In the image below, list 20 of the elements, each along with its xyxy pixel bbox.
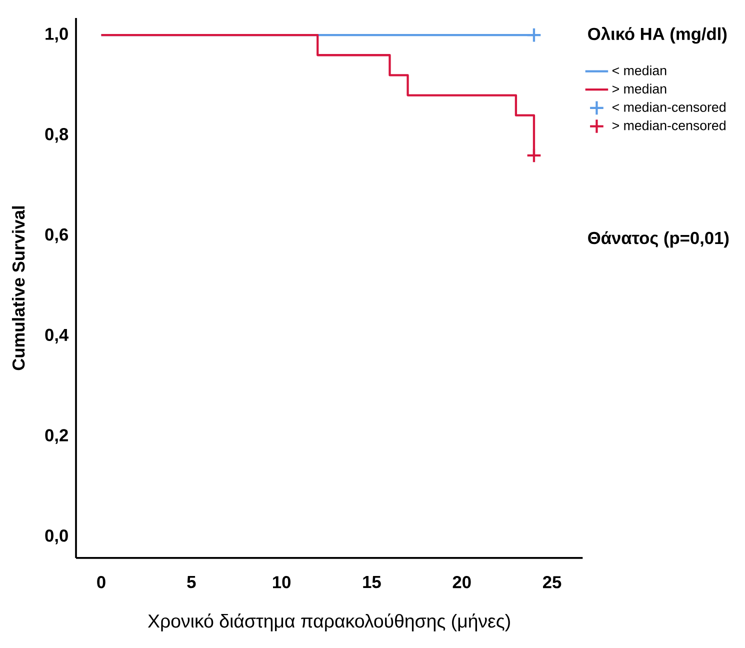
x-tick-label: 15 [363,576,381,588]
legend-label: < median-censored [612,102,726,112]
x-tick-label: 25 [542,576,562,588]
y-tick-label: 0,8 [45,128,68,143]
y-tick-label: 0,0 [45,530,68,544]
text: Θάνατος (p=0,01) [588,231,729,248]
legend-title: Ολικό ΗΑ (mg/dl) [588,26,727,44]
x-tick-label: 0 [97,576,106,588]
legend-label: > median [612,84,666,94]
x-axis-title: Χρονικό διάστημα παρακολούθησης (μήνες) [148,613,510,632]
x-tick-label: 5 [187,576,196,588]
y-tick-label: 0,4 [45,328,69,344]
y-tick-label: 0,6 [45,228,68,244]
x-tick-label: 20 [452,576,471,588]
x-tick-label: 10 [273,576,290,588]
y-axis-title: Cumulative Survival [12,206,25,370]
y-tick-label: 1,0 [46,28,68,42]
y-tick-label: 0,2 [45,429,68,444]
legend-label: < median [612,65,666,76]
legend-label: > median-censored [612,120,726,130]
